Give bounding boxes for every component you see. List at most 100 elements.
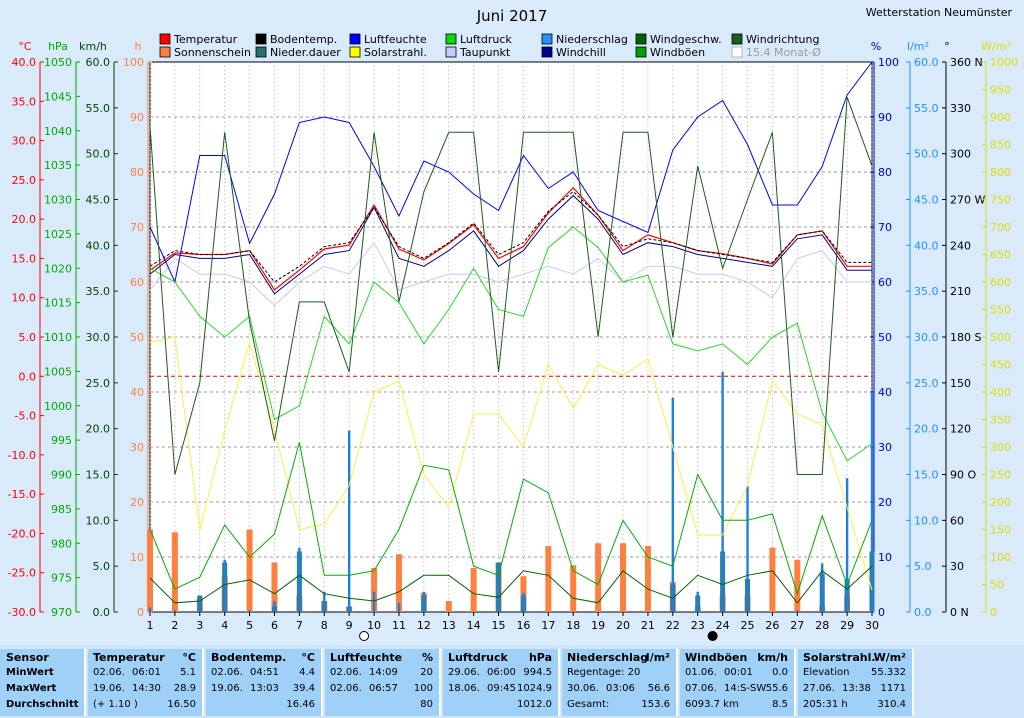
x-tick-label: 3 [196, 619, 203, 632]
tick-label-pressure: 990 [51, 469, 72, 482]
tick-label-wind: 0.0 [93, 606, 111, 619]
tick-label-wind: 30.0 [86, 331, 111, 344]
bar-sonnenschein [371, 568, 378, 612]
series-line-windgeschw [149, 565, 873, 604]
tick-label-temp: 5.0 [19, 331, 37, 344]
tick-label-solar: 650 [990, 249, 1011, 262]
legend-swatch [255, 33, 267, 45]
tick-label-temp: -20.0 [8, 527, 36, 540]
statistics-panel: Sensor MinWert MaxWert Durchschnitt Temp… [0, 645, 1024, 718]
stat-value: 1024.9 [517, 683, 552, 694]
tick-label-sun: 40 [130, 386, 144, 399]
label-sensor: Sensor [6, 651, 49, 664]
row-labels-block: Sensor MinWert MaxWert Durchschnitt [0, 649, 86, 716]
axis-unit-sun: h [135, 40, 142, 53]
x-tick-label: 11 [392, 619, 406, 632]
legend-label: Temperatur [173, 33, 238, 46]
stat-time: 06:57 [369, 683, 398, 694]
bar-niederschlag [223, 559, 226, 612]
tick-label-sun: 100 [123, 56, 144, 69]
chart-title: Juni 2017 [476, 7, 548, 25]
stat-block-2: Luftfeuchte% 02.06. 14:09 20 02.06. 06:57 100 8… [325, 649, 441, 716]
x-tick-label: 8 [321, 619, 328, 632]
axis-unit-wind: km/h [79, 40, 107, 53]
x-tick-label: 26 [765, 619, 779, 632]
tick-label-sun: 20 [130, 496, 144, 509]
axis-unit-solar: W/m² [981, 40, 1011, 53]
stat-date: 19.06. [211, 683, 243, 694]
legend-swatch [349, 33, 361, 45]
tick-label-humidity: 30 [878, 441, 892, 454]
bar-sonnenschein [769, 547, 776, 612]
stat-value: 310.4 [877, 699, 906, 710]
tick-label-solar: 200 [990, 496, 1011, 509]
tick-label-humidity: 60 [878, 276, 892, 289]
tick-label-humidity: 40 [878, 386, 892, 399]
bar-niederschlag [148, 607, 152, 612]
tick-label-temp: 25.0 [12, 174, 37, 187]
tick-label-solar: 1000 [990, 56, 1018, 69]
x-tick-label: 1 [147, 619, 154, 632]
x-tick-label: 5 [246, 619, 253, 632]
legend-label: Solarstrahl. [364, 46, 427, 59]
x-tick-label: 21 [641, 619, 655, 632]
bar-sonnenschein [644, 546, 651, 612]
bar-niederschlag [821, 563, 824, 612]
tick-label-temp: -30.0 [8, 606, 36, 619]
series-line-bodentemp [149, 190, 872, 283]
tick-label-solar: 150 [990, 524, 1011, 537]
axis-unit-rain: l/m² [907, 40, 929, 53]
label-max: MaxWert [6, 683, 57, 694]
tick-label-temp: 35.0 [12, 95, 37, 108]
legend-swatch [445, 46, 457, 58]
tick-label-rain: 5.0 [914, 560, 932, 573]
stat-time: 06:01 [132, 667, 161, 678]
tick-label-solar: 900 [990, 111, 1011, 124]
stat-date: 30.06. [567, 683, 599, 694]
tick-label-humidity: 90 [878, 111, 892, 124]
full-moon-icon [359, 631, 370, 641]
tick-label-pressure: 995 [51, 434, 72, 447]
stat-value: 1171 [880, 683, 906, 694]
stat-unit: % [421, 651, 433, 664]
stat-date: Elevation [803, 667, 850, 678]
station-name: Wetterstation Neumünster [866, 6, 1013, 19]
legend-label: Windrichtung [746, 33, 819, 46]
tick-label-humidity: 50 [878, 331, 892, 344]
bar-niederschlag [796, 610, 799, 612]
label-avg: Durchschnitt [6, 699, 79, 710]
legend-swatch [349, 46, 361, 58]
tick-label-wind: 55.0 [86, 102, 111, 115]
legend-label: Nieder.dauer [270, 46, 341, 59]
bar-niederschlag [746, 486, 749, 612]
tick-label-direction: 90 O [950, 469, 976, 482]
stat-time: 14:S-SW [724, 683, 767, 694]
bar-niederschlag [422, 591, 426, 612]
stat-time: 13:38 [842, 683, 871, 694]
tick-label-temp: -5.0 [15, 410, 36, 423]
legend-swatch [159, 33, 171, 45]
tick-label-rain: 10.0 [914, 514, 939, 527]
bar-niederschlag [845, 478, 849, 612]
bar-niederschlag [323, 591, 326, 612]
series-line-luftdruck [149, 226, 873, 462]
tick-label-rain: 25.0 [914, 377, 939, 390]
tick-label-pressure: 1015 [44, 297, 72, 310]
bar-sonnenschein [445, 601, 452, 612]
tick-label-pressure: 1025 [44, 228, 72, 241]
bar-sonnenschein [595, 543, 602, 612]
stat-unit: l/m² [645, 651, 670, 664]
x-tick-label: 15 [492, 619, 506, 632]
legend-swatch [159, 46, 171, 58]
stat-title: Solarstrahl. [803, 651, 876, 664]
stat-time: 09:45 [487, 683, 516, 694]
new-moon-icon [707, 631, 718, 641]
tick-label-solar: 750 [990, 194, 1011, 207]
legend-swatch [731, 46, 743, 58]
axis-unit-direction: ° [944, 40, 950, 53]
grid [149, 62, 873, 612]
x-tick-label: 13 [442, 619, 456, 632]
x-tick-label: 12 [417, 619, 431, 632]
stat-date: 02.06. [330, 683, 362, 694]
tick-label-pressure: 1000 [44, 400, 72, 413]
